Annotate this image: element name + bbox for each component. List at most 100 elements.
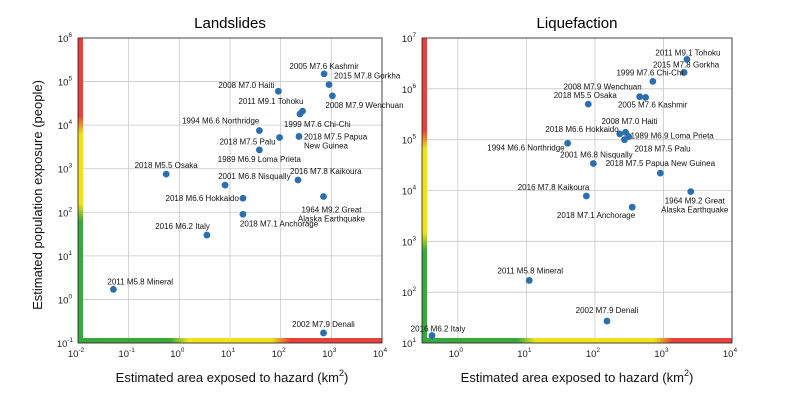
data-point-label: 1994 M6.6 Northridge	[182, 117, 260, 126]
data-point-label: 2008 M7.9 Wenchuan	[564, 83, 642, 92]
x-tick-label: 104	[723, 347, 738, 360]
data-point-label: 2018 M7.1 Anchorage	[557, 211, 636, 220]
data-point-label: 2002 M7.9 Denali	[292, 320, 355, 329]
y-tick-label: 10-1	[57, 337, 74, 350]
data-point-label: 2018 M7.5 Palu	[634, 145, 690, 154]
y-alert-color-bar	[422, 38, 427, 343]
x-tick-label: 102	[272, 347, 287, 360]
data-point-label: 2018 M7.5 Palu	[219, 138, 275, 147]
data-point-label: 2018 M5.5 Osaka	[554, 91, 618, 100]
data-point-label: 2016 M6.2 Italy	[411, 325, 466, 334]
x-axis-label-liquefaction: Estimated area exposed to hazard (km2)	[461, 368, 694, 385]
data-point-label: 2008 M7.9 Wenchuan	[325, 101, 403, 110]
data-point-label: 1999 M7.6 Chi-Chi	[616, 68, 683, 77]
data-point[interactable]	[589, 160, 597, 167]
data-point[interactable]	[320, 70, 328, 78]
x-tick-label: 101	[221, 347, 236, 360]
data-point-label: 2005 M7.6 Kashmir	[289, 62, 359, 71]
data-point-label: 2008 M7.0 Haiti	[602, 117, 658, 126]
data-point[interactable]	[295, 133, 303, 140]
plot-frame	[77, 37, 383, 344]
y-tick-label: 105	[58, 76, 73, 89]
y-tick-label: 101	[58, 250, 73, 263]
data-point[interactable]	[221, 181, 229, 189]
data-point[interactable]	[649, 78, 657, 85]
data-point-label: 2015 M7.8 Gorkha	[653, 60, 720, 69]
data-point[interactable]	[203, 231, 211, 239]
y-tick-label: 104	[402, 185, 417, 198]
data-point[interactable]	[274, 87, 282, 95]
data-point[interactable]	[584, 100, 592, 108]
data-point[interactable]	[636, 93, 644, 101]
data-point-label: 2011 M9.1 Tohoku	[238, 97, 303, 106]
data-point[interactable]	[428, 332, 436, 339]
data-point-label: 2018 M7.1 Anchorage	[240, 219, 319, 228]
data-point[interactable]	[325, 81, 333, 89]
data-point-label: 2011 M5.8 Mineral	[107, 277, 173, 286]
data-point[interactable]	[110, 285, 117, 293]
data-point-label: 1989 M6.9 Loma Prieta	[218, 155, 302, 164]
data-point-label: 2018 M6.6 Hokkaido	[545, 125, 619, 134]
plot-frame	[421, 37, 733, 344]
data-point[interactable]	[564, 139, 572, 147]
y-tick-label: 103	[402, 235, 417, 248]
data-point[interactable]	[616, 130, 624, 138]
y-tick-label: 102	[402, 286, 417, 299]
data-point[interactable]	[603, 317, 611, 325]
data-point-label: 2001 M6.8 Nisqually	[218, 172, 290, 181]
data-point-label: 1989 M6.9 Loma Prieta	[631, 132, 715, 141]
data-point[interactable]	[294, 176, 302, 184]
x-tick-label: 103	[654, 347, 669, 360]
data-point-label: 2016 M7.8 Kaikoura	[290, 167, 362, 176]
y-tick-label: 102	[58, 206, 73, 219]
y-alert-color-bar	[78, 38, 83, 343]
x-tick-label: 10-2	[68, 347, 85, 360]
chart-title: Liquefaction	[537, 15, 618, 32]
x-tick-label: 100	[449, 347, 464, 360]
data-point[interactable]	[255, 127, 263, 134]
data-point[interactable]	[642, 93, 650, 101]
data-point[interactable]	[628, 203, 636, 211]
data-point[interactable]	[239, 194, 247, 202]
data-point[interactable]	[680, 69, 688, 76]
x-tick-label: 10-1	[118, 347, 135, 360]
data-point[interactable]	[320, 329, 327, 337]
data-point-label: 1964 M9.2 Great Alaska Earthquake	[661, 197, 729, 215]
data-point-label: 2008 M7.0 Haiti	[218, 81, 274, 90]
data-point[interactable]	[296, 110, 304, 118]
y-tick-label: 106	[402, 83, 417, 96]
data-point[interactable]	[162, 170, 170, 178]
y-tick-label: 100	[58, 293, 73, 306]
y-tick-label: 105	[402, 134, 417, 147]
data-point-label: 2018 M7.5 Papua New Guinea	[606, 159, 716, 168]
y-axis-label: Estimated population exposure (people)	[30, 80, 45, 310]
data-point[interactable]	[621, 136, 628, 144]
x-alert-color-bar	[78, 338, 382, 343]
data-point[interactable]	[329, 92, 336, 100]
data-point[interactable]	[656, 169, 664, 177]
data-point-label: 2011 M9.1 Tohoku	[655, 48, 720, 57]
data-point-label: 2018 M7.5 Papua New Guinea	[304, 132, 368, 150]
data-point[interactable]	[525, 277, 533, 284]
y-tick-label: 101	[402, 337, 417, 350]
x-tick-label: 101	[517, 347, 532, 360]
y-tick-label: 103	[58, 163, 73, 176]
data-point[interactable]	[683, 55, 691, 63]
data-point[interactable]	[320, 193, 327, 200]
data-point[interactable]	[276, 134, 283, 141]
y-tick-label: 106	[58, 32, 73, 45]
data-point[interactable]	[687, 188, 695, 196]
data-point[interactable]	[582, 192, 590, 200]
data-point[interactable]	[239, 210, 247, 218]
data-point[interactable]	[255, 146, 263, 154]
data-point-label: 2005 M7.6 Kashmir	[618, 100, 688, 109]
x-tick-label: 102	[586, 347, 601, 360]
data-point-label: 1994 M6.6 Northridge	[487, 143, 565, 152]
data-point-label: 2016 M6.2 Italy	[155, 222, 210, 231]
data-point-label: 1964 M9.2 Great Alaska Earthquake	[298, 206, 366, 224]
data-point-label: 2002 M7.9 Denali	[576, 306, 639, 315]
data-point-label: 1999 M7.6 Chi-Chi	[284, 120, 351, 129]
x-axis-label-landslides: Estimated area exposed to hazard (km2)	[116, 368, 349, 385]
x-alert-color-bar	[422, 338, 732, 343]
